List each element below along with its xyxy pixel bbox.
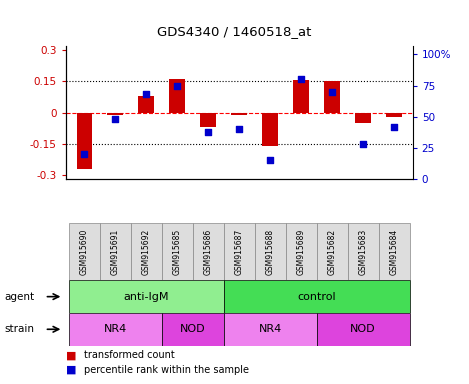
Bar [162,223,193,280]
Text: GSM915689: GSM915689 [297,228,306,275]
Bar [138,96,154,113]
Text: GSM915690: GSM915690 [80,228,89,275]
Text: GSM915685: GSM915685 [173,228,182,275]
Text: percentile rank within the sample: percentile rank within the sample [84,365,250,375]
Text: GSM915686: GSM915686 [204,228,213,275]
Bar [107,113,123,115]
Bar [317,223,348,280]
Text: ■: ■ [66,365,76,375]
Bar [224,313,317,346]
Text: GSM915688: GSM915688 [265,228,275,275]
Text: strain: strain [5,324,35,334]
Text: ■: ■ [66,350,76,360]
Point [174,83,181,89]
Text: GSM915691: GSM915691 [111,228,120,275]
Bar [131,223,162,280]
Point [235,126,243,132]
Bar [193,223,224,280]
Bar [325,81,340,113]
Bar [169,79,185,113]
Bar [69,280,224,313]
Point [359,141,367,147]
Point [297,76,305,83]
Text: GSM915683: GSM915683 [359,228,368,275]
Text: GSM915682: GSM915682 [328,228,337,275]
Bar [263,113,278,146]
Bar [348,223,378,280]
Bar [386,113,402,117]
Bar [231,113,247,115]
Point [390,124,398,130]
Bar [200,113,216,127]
Bar [294,80,309,113]
Text: GSM915692: GSM915692 [142,228,151,275]
Bar [286,223,317,280]
Text: GSM915687: GSM915687 [234,228,244,275]
Bar [162,313,224,346]
Text: NOD: NOD [350,324,376,334]
Bar [100,223,131,280]
Point [81,151,88,157]
Text: NR4: NR4 [104,324,127,334]
Text: transformed count: transformed count [84,350,175,360]
Text: NR4: NR4 [258,324,282,334]
Point [112,116,119,122]
Bar [69,313,162,346]
Point [328,89,336,95]
Text: GSM915684: GSM915684 [390,228,399,275]
Point [204,129,212,135]
Text: GDS4340 / 1460518_at: GDS4340 / 1460518_at [157,25,312,38]
Bar [224,223,255,280]
Bar [255,223,286,280]
Text: NOD: NOD [180,324,205,334]
Bar [224,280,409,313]
Bar [356,113,371,123]
Text: control: control [297,291,336,302]
Bar [76,113,92,169]
Text: agent: agent [5,291,35,302]
Bar [378,223,409,280]
Point [143,91,150,98]
Text: anti-IgM: anti-IgM [123,291,169,302]
Point [266,157,274,164]
Bar [69,223,100,280]
Bar [317,313,409,346]
